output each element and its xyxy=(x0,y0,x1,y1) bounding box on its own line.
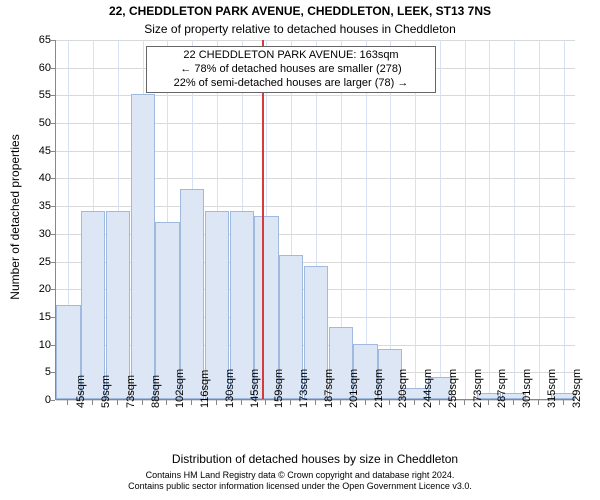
y-tick-mark xyxy=(50,178,55,179)
figure: 22, CHEDDLETON PARK AVENUE, CHEDDLETON, … xyxy=(0,0,600,500)
x-tick-mark xyxy=(241,400,242,405)
x-tick-mark xyxy=(117,400,118,405)
y-tick-mark xyxy=(50,123,55,124)
x-tick-mark xyxy=(191,400,192,405)
gridline-v xyxy=(564,40,565,399)
x-tick-mark xyxy=(265,400,266,405)
y-tick-label: 40 xyxy=(3,172,51,184)
gridline-v xyxy=(489,40,490,399)
x-tick-mark xyxy=(464,400,465,405)
y-tick-label: 20 xyxy=(3,283,51,295)
y-tick-label: 45 xyxy=(3,145,51,157)
reference-line xyxy=(262,40,264,399)
y-tick-mark xyxy=(50,262,55,263)
y-tick-label: 50 xyxy=(3,117,51,129)
gridline-v xyxy=(415,40,416,399)
annotation-line-1: 22 CHEDDLETON PARK AVENUE: 163sqm xyxy=(151,49,431,63)
x-tick-mark xyxy=(67,400,68,405)
y-tick-mark xyxy=(50,206,55,207)
annotation-line-3: 22% of semi-detached houses are larger (… xyxy=(151,77,431,91)
x-tick-mark xyxy=(538,400,539,405)
gridline-v xyxy=(390,40,391,399)
x-tick-mark xyxy=(166,400,167,405)
x-tick-mark xyxy=(439,400,440,405)
gridline-v xyxy=(514,40,515,399)
y-tick-label: 0 xyxy=(3,394,51,406)
gridline-v xyxy=(465,40,466,399)
y-tick-label: 15 xyxy=(3,311,51,323)
y-tick-mark xyxy=(50,151,55,152)
y-tick-label: 10 xyxy=(3,339,51,351)
y-tick-label: 25 xyxy=(3,256,51,268)
y-tick-mark xyxy=(50,95,55,96)
x-tick-mark xyxy=(414,400,415,405)
chart-title-line1: 22, CHEDDLETON PARK AVENUE, CHEDDLETON, … xyxy=(0,4,600,18)
plot-area: 22 CHEDDLETON PARK AVENUE: 163sqm ← 78% … xyxy=(55,40,575,400)
y-tick-label: 65 xyxy=(3,34,51,46)
y-tick-mark xyxy=(50,40,55,41)
gridline-v xyxy=(539,40,540,399)
x-tick-mark xyxy=(365,400,366,405)
x-tick-mark xyxy=(290,400,291,405)
x-axis-label: Distribution of detached houses by size … xyxy=(55,452,575,466)
y-tick-label: 35 xyxy=(3,200,51,212)
x-tick-mark xyxy=(216,400,217,405)
y-tick-mark xyxy=(50,68,55,69)
y-tick-label: 30 xyxy=(3,228,51,240)
histogram-bar xyxy=(81,211,105,399)
y-tick-mark xyxy=(50,234,55,235)
x-tick-mark xyxy=(488,400,489,405)
x-tick-mark xyxy=(142,400,143,405)
y-tick-mark xyxy=(50,317,55,318)
y-tick-mark xyxy=(50,372,55,373)
chart-title-line2: Size of property relative to detached ho… xyxy=(0,22,600,36)
y-tick-label: 5 xyxy=(3,366,51,378)
y-tick-mark xyxy=(50,289,55,290)
x-tick-mark xyxy=(92,400,93,405)
footer-line-2: Contains public sector information licen… xyxy=(0,481,600,492)
footer-line-1: Contains HM Land Registry data © Crown c… xyxy=(0,470,600,481)
annotation-line-2: ← 78% of detached houses are smaller (27… xyxy=(151,63,431,77)
x-tick-mark xyxy=(340,400,341,405)
histogram-bar xyxy=(131,94,155,399)
footer: Contains HM Land Registry data © Crown c… xyxy=(0,470,600,493)
y-tick-label: 55 xyxy=(3,89,51,101)
x-tick-mark xyxy=(389,400,390,405)
x-tick-mark xyxy=(315,400,316,405)
y-tick-label: 60 xyxy=(3,62,51,74)
histogram-bar xyxy=(106,211,130,399)
histogram-bar xyxy=(180,189,204,399)
annotation-box: 22 CHEDDLETON PARK AVENUE: 163sqm ← 78% … xyxy=(146,46,436,93)
x-tick-mark xyxy=(563,400,564,405)
y-tick-mark xyxy=(50,345,55,346)
x-tick-mark xyxy=(513,400,514,405)
gridline-v xyxy=(440,40,441,399)
y-tick-mark xyxy=(50,400,55,401)
